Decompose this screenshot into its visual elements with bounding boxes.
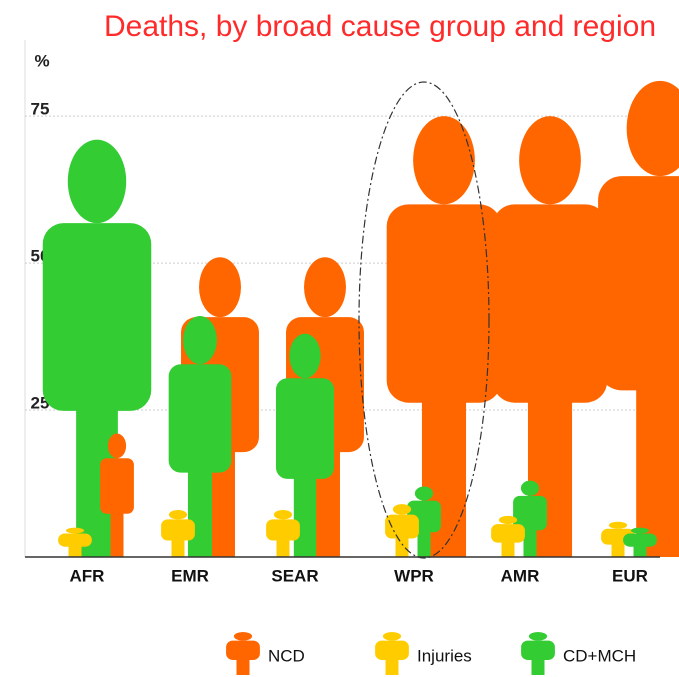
figure-body (521, 640, 555, 660)
figure-legs (633, 544, 647, 557)
x-tick-label: SEAR (271, 566, 318, 585)
figure-head (168, 509, 188, 520)
pictogram-figure (491, 515, 525, 557)
figure-body (598, 176, 679, 391)
x-tick-label: EUR (612, 566, 648, 585)
pictogram-figure (168, 316, 232, 557)
legend-label: CD+MCH (563, 646, 636, 665)
pictogram-figure (386, 116, 502, 557)
figure-legs (417, 525, 431, 557)
figure-legs (276, 536, 290, 557)
legend-label: Injuries (417, 646, 472, 665)
figure-head (67, 139, 127, 224)
figure-body (385, 514, 419, 539)
figure-head (289, 333, 321, 379)
figure-legs (531, 656, 545, 675)
figure-legs (636, 347, 679, 557)
figure-legs (171, 536, 185, 557)
pictogram-figure (492, 116, 608, 557)
figure-head (107, 433, 127, 459)
figure-head (199, 257, 241, 318)
figure-legs (385, 656, 399, 675)
pictogram-figure (58, 527, 92, 557)
figure-body (375, 640, 409, 660)
figure-head (273, 509, 293, 520)
figure-head (65, 527, 85, 534)
figure-body (386, 204, 502, 403)
figure-head (608, 521, 628, 529)
figure-head (304, 257, 346, 318)
figure-body (168, 364, 232, 473)
x-tick-label: EMR (171, 566, 209, 585)
figure-head (183, 316, 217, 365)
x-tick-label: WPR (394, 566, 434, 585)
figure-head (382, 632, 402, 641)
figure-head (520, 480, 540, 496)
figure-head (392, 504, 412, 515)
figure-body (623, 533, 657, 547)
figure-legs (110, 502, 124, 557)
pictogram-figure (161, 509, 195, 557)
figure-legs (187, 450, 213, 557)
pictogram-figure (598, 80, 679, 557)
figure-body (513, 495, 547, 531)
figure-body (42, 223, 152, 411)
figure-head (626, 80, 679, 177)
figure-head (414, 486, 434, 501)
figure-body (266, 519, 300, 541)
pictogram-figure (42, 139, 152, 557)
y-tick-label: 75 (31, 100, 50, 119)
figure-body (275, 378, 335, 479)
pictogram-figure (513, 480, 547, 557)
figure-body (161, 519, 195, 541)
pictogram-figure (100, 433, 134, 557)
legend-label: NCD (268, 646, 305, 665)
figure-legs (501, 538, 515, 557)
figure-body (100, 458, 134, 514)
y-axis-label: % (34, 51, 49, 70)
figure-head (413, 116, 475, 205)
legend-icon (226, 632, 260, 675)
pictogram-figure (266, 509, 300, 557)
figure-head (498, 515, 518, 525)
pictogram-figure (623, 527, 657, 557)
figure-body (491, 524, 525, 543)
x-tick-label: AFR (70, 566, 105, 585)
figure-legs (236, 656, 250, 675)
figure-legs (523, 523, 537, 557)
figure-legs (68, 544, 82, 557)
figure-body (58, 533, 92, 547)
legend-icon (375, 632, 409, 675)
x-tick-label: AMR (501, 566, 540, 585)
legend-icon (521, 632, 555, 675)
figure-body (492, 204, 608, 403)
chart-title: Deaths, by broad cause group and region (104, 10, 656, 43)
figure-head (519, 116, 581, 205)
highlight-ellipse (358, 81, 490, 559)
figure-legs (293, 458, 317, 557)
figure-body (226, 640, 260, 660)
figure-legs (611, 541, 625, 557)
figure-head (528, 632, 548, 641)
figure-head (233, 632, 253, 641)
figure-head (630, 527, 650, 534)
